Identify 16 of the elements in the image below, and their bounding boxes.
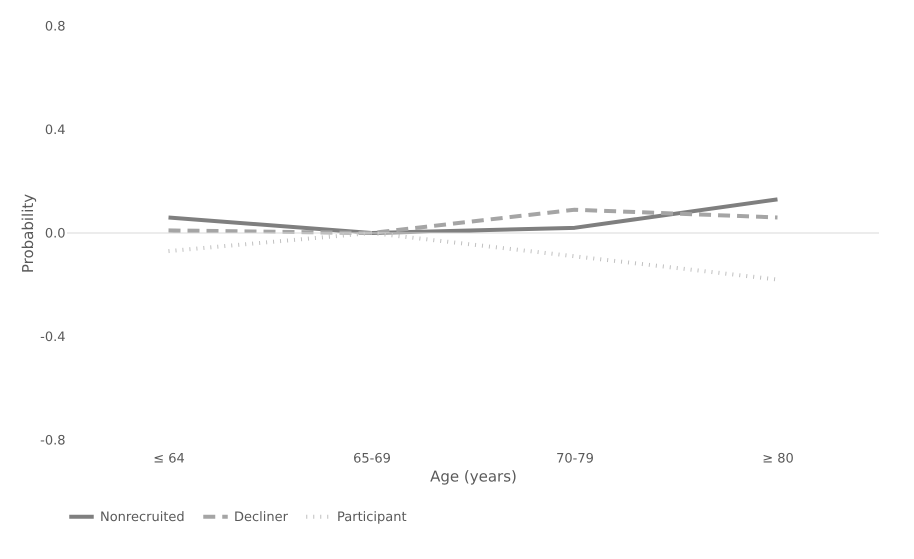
y-tick-label: 0.8: [44, 20, 66, 34]
legend-label: Participant: [337, 510, 407, 525]
y-tick-label: 0.4: [44, 123, 66, 138]
line-series: [166, 197, 780, 235]
line-series: [166, 208, 780, 235]
y-axis-title: Probability: [19, 194, 38, 274]
x-tick-label: 70-79: [556, 452, 594, 466]
legend-label: Nonrecruited: [100, 510, 185, 525]
x-tick-label: ≥ 80: [762, 452, 794, 466]
x-tick-label: 65-69: [353, 452, 391, 466]
y-tick-label: -0.4: [40, 330, 66, 345]
x-axis-title: Age (years): [430, 468, 517, 486]
y-tick-label: 0.0: [44, 226, 66, 242]
y-tick-label: -0.8: [40, 434, 66, 448]
legend-label: Decliner: [234, 510, 289, 525]
x-tick-label: ≤ 64: [153, 452, 185, 466]
